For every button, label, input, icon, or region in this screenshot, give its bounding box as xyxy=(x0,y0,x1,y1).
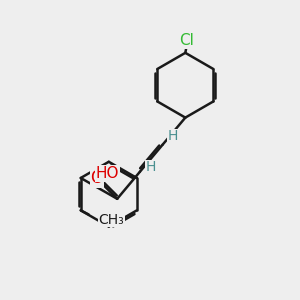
Text: H: H xyxy=(146,160,156,174)
Text: HO: HO xyxy=(96,166,119,181)
Text: Cl: Cl xyxy=(179,33,194,48)
Text: CH₃: CH₃ xyxy=(98,213,124,227)
Text: H: H xyxy=(168,129,178,143)
Text: O: O xyxy=(91,169,103,187)
